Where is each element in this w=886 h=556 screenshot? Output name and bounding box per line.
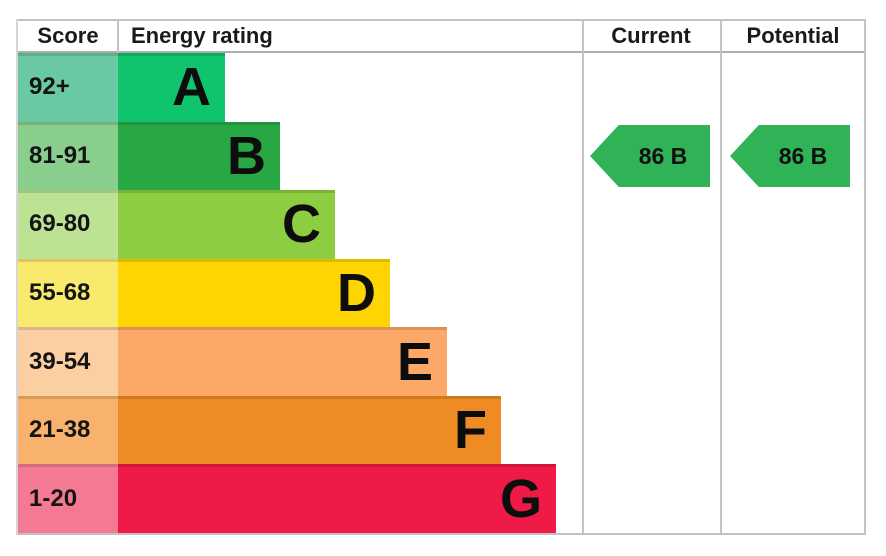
score-range-label: 55-68 xyxy=(29,279,91,307)
current-header: Current xyxy=(611,23,691,48)
rating-bar-b: B xyxy=(118,121,280,191)
current-rating-label: 86 B xyxy=(638,142,688,169)
score-range-cell: 92+ xyxy=(18,53,118,122)
score-range-cell: 21-38 xyxy=(18,395,118,465)
score-header-divider xyxy=(117,19,119,53)
rating-bar-f: F xyxy=(118,395,501,465)
header-underline xyxy=(18,51,866,53)
rating-bar-c: C xyxy=(118,190,335,259)
table-right-border xyxy=(864,19,866,535)
rating-band-row: 69-80 C xyxy=(18,190,866,259)
rating-bar-g: G xyxy=(118,464,556,534)
rating-band-row: 21-38 F xyxy=(18,395,866,465)
score-range-label: 21-38 xyxy=(29,416,91,444)
score-range-label: 39-54 xyxy=(29,347,91,375)
rating-band-row: 55-68 D xyxy=(18,258,866,328)
rating-letter: F xyxy=(454,400,487,461)
score-range-cell: 1-20 xyxy=(18,464,118,534)
current-column-divider xyxy=(582,19,584,535)
potential-rating-arrow: 86 B xyxy=(730,125,850,187)
rating-bar-d: D xyxy=(118,258,390,328)
potential-rating-label: 86 B xyxy=(778,142,828,169)
rating-letter: G xyxy=(499,468,542,529)
rating-band-row: 92+ A xyxy=(18,53,866,122)
rating-band-row: 1-20 G xyxy=(18,464,866,534)
header-row: Score Energy rating Current Potential xyxy=(18,21,866,51)
rating-letter: E xyxy=(396,331,433,392)
rating-letter: D xyxy=(337,263,376,324)
rating-bands: 92+ A 81-91 B 69-80 C 55-68 xyxy=(18,53,866,534)
rating-bar-a: A xyxy=(118,53,225,122)
rating-letter: B xyxy=(227,125,266,186)
potential-column-divider xyxy=(720,19,722,535)
score-range-cell: 69-80 xyxy=(18,190,118,259)
score-range-cell: 81-91 xyxy=(18,121,118,191)
score-header: Score xyxy=(37,23,99,48)
score-range-label: 92+ xyxy=(29,73,70,101)
rating-band-row: 39-54 E xyxy=(18,327,866,396)
score-range-label: 81-91 xyxy=(29,141,91,169)
table-left-border xyxy=(16,19,18,535)
score-range-cell: 55-68 xyxy=(18,258,118,328)
current-rating-arrow: 86 B xyxy=(590,125,710,187)
score-range-label: 1-20 xyxy=(29,484,78,512)
energy-rating-header: Energy rating xyxy=(131,23,273,48)
rating-band-row: 81-91 B xyxy=(18,121,866,191)
potential-header: Potential xyxy=(746,23,840,48)
rating-bar-e: E xyxy=(118,327,447,396)
score-range-cell: 39-54 xyxy=(18,327,118,396)
rating-letter: A xyxy=(172,57,211,118)
rating-letter: C xyxy=(282,194,321,255)
table-bottom-border xyxy=(18,533,866,535)
table-top-border xyxy=(18,19,866,21)
score-range-label: 69-80 xyxy=(29,210,91,238)
